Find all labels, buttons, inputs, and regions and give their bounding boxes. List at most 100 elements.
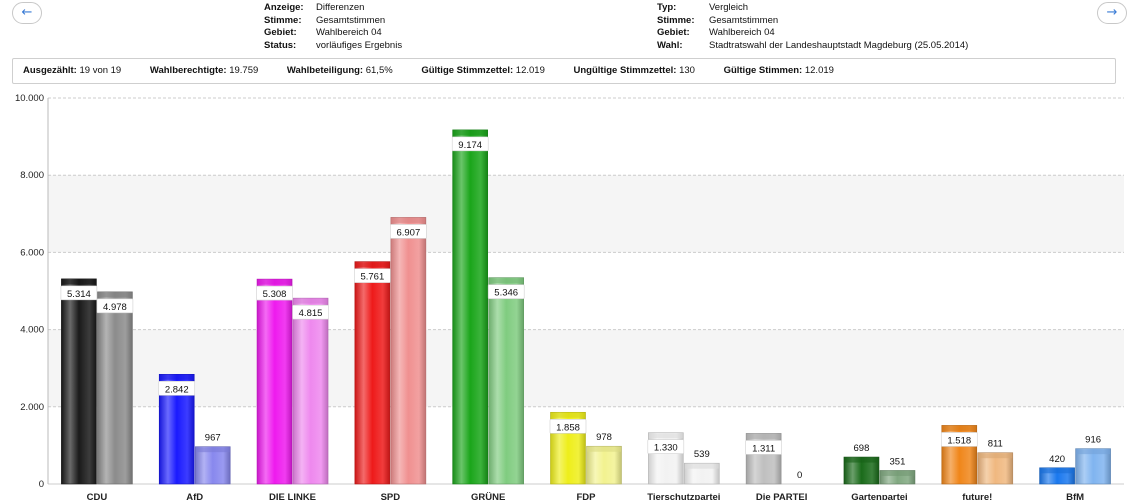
x-category-label: Tierschutzpartei <box>647 492 720 500</box>
info-key: Wahl: <box>657 39 683 51</box>
summary-turnout: Wahlbeteiligung: 61,5% <box>287 59 393 83</box>
bar-cdu-1[interactable] <box>61 278 97 485</box>
info-table-right: Typ: Vergleich Stimme: Gesamtstimmen Gebie… <box>657 2 968 52</box>
bar-afd-2[interactable] <box>194 446 231 485</box>
data-label: 9.174 <box>451 136 489 152</box>
data-label-text: 351 <box>890 456 906 467</box>
summary-value: 130 <box>679 65 695 76</box>
x-category-label: Gartenpartei <box>851 492 908 500</box>
bar-cap <box>551 412 585 418</box>
data-label-box <box>354 268 391 283</box>
info-value: Gesamtstimmen <box>709 14 779 26</box>
summary-label: Ausgezählt: <box>23 65 77 76</box>
data-label-box <box>292 304 329 320</box>
bar-cap <box>880 470 915 476</box>
data-label-text: 9.174 <box>458 140 482 151</box>
data-label-text: 5.761 <box>360 272 384 283</box>
data-label: 4.978 <box>96 298 134 314</box>
data-label-text: 811 <box>988 439 1003 450</box>
bar-cap <box>293 298 328 304</box>
data-label-box <box>940 432 978 447</box>
data-label: 2.842 <box>158 380 196 396</box>
summary-label: Ungültige Stimmzettel: <box>573 65 677 76</box>
info-key: Status: <box>264 39 297 51</box>
y-tick-label: 8.000 <box>20 170 44 181</box>
bar-cap <box>1076 449 1111 455</box>
bar-cap <box>61 279 96 285</box>
bar-cap <box>1040 468 1075 474</box>
bar-spd-1[interactable] <box>354 261 391 485</box>
bar-cap <box>978 453 1013 459</box>
data-label-text: 6.907 <box>396 227 420 238</box>
info-value: vorläufiges Ergebnis <box>316 39 403 51</box>
info-value: Wahlbereich 04 <box>709 27 775 38</box>
bar-die-linke-2[interactable] <box>292 297 329 485</box>
x-category-label: future! <box>962 492 992 500</box>
bar-bfm-2[interactable] <box>1075 448 1111 485</box>
data-label-box <box>158 380 196 396</box>
bar-die-linke-1[interactable] <box>256 278 293 485</box>
info-row-gebiet: Gebiet: Wahlbereich 04 <box>657 27 968 40</box>
data-label: 420 <box>1049 454 1065 465</box>
data-label-text: 1.518 <box>947 435 971 446</box>
bar-gr-ne-2[interactable] <box>488 277 524 485</box>
data-label-text: 4.978 <box>103 302 127 313</box>
info-key: Anzeige: <box>264 2 304 13</box>
bar-cap <box>587 446 621 452</box>
data-label-box <box>451 136 489 152</box>
info-row-stimme: Stimme: Gesamtstimmen <box>657 15 968 28</box>
bar-gr-ne-1[interactable] <box>452 129 488 485</box>
data-label: 0 <box>797 470 802 481</box>
bar-cap <box>257 279 292 285</box>
data-label-text: 5.346 <box>494 288 518 299</box>
info-row-status: Status: vorläufiges Ergebnis <box>264 40 402 53</box>
data-label: 5.308 <box>256 285 293 301</box>
next-button[interactable]: → <box>1097 2 1127 24</box>
bar-cap <box>746 433 781 439</box>
bar-spd-2[interactable] <box>390 217 427 485</box>
info-value: Stadtratswahl der Landeshauptstadt Magde… <box>709 39 969 51</box>
summary-value: 19 von 19 <box>79 65 122 76</box>
summary-label: Gültige Stimmzettel: <box>421 65 514 76</box>
data-label-box <box>549 418 587 434</box>
data-label-box <box>390 224 427 239</box>
info-key: Stimme: <box>657 14 695 26</box>
info-row-wahl: Wahl: Stadtratswahl der Landeshauptstadt … <box>657 40 968 53</box>
x-category-label: AfD <box>186 492 203 500</box>
data-label: 967 <box>205 433 221 444</box>
bar-cap <box>391 217 426 223</box>
summary-bar: Ausgezählt: 19 von 19 Wahlberechtigte: 1… <box>12 58 1116 84</box>
data-label-text: 420 <box>1049 454 1065 465</box>
grid-band <box>48 329 1124 407</box>
summary-label: Wahlberechtigte: <box>149 65 227 76</box>
data-label: 1.330 <box>647 439 685 454</box>
data-label-text: 5.314 <box>67 289 91 300</box>
info-row-typ: Typ: Vergleich <box>657 2 968 15</box>
data-label: 1.311 <box>745 440 782 455</box>
info-value: Gesamtstimmen <box>316 14 386 26</box>
data-label: 5.761 <box>354 268 391 283</box>
data-label-box <box>745 440 782 455</box>
bar-cap <box>355 262 390 268</box>
data-label-box <box>256 285 293 301</box>
data-label: 916 <box>1085 435 1101 446</box>
data-label-text: 1.330 <box>654 443 678 454</box>
summary-value: 19.759 <box>229 65 259 76</box>
data-label-text: 1.858 <box>556 422 580 433</box>
data-label: 539 <box>694 449 710 460</box>
info-value: Vergleich <box>709 2 749 13</box>
bar-cap <box>453 130 488 136</box>
bar-fdp-2[interactable] <box>586 445 622 485</box>
bar-cap <box>684 463 719 469</box>
x-category-label: FDP <box>577 492 597 500</box>
x-category-label: DIE LINKE <box>269 492 316 500</box>
data-label-text: 1.311 <box>752 443 775 454</box>
info-row-anzeige: Anzeige: Differenzen <box>264 2 402 15</box>
data-label-text: 978 <box>596 432 612 443</box>
data-label: 5.346 <box>487 284 525 299</box>
summary-valid-votes: Gültige Stimmen: 12.019 <box>724 59 834 83</box>
bar-cdu-2[interactable] <box>97 291 133 485</box>
previous-button[interactable]: ← <box>12 2 42 24</box>
y-tick-label: 2.000 <box>20 402 44 413</box>
data-label: 811 <box>988 439 1003 450</box>
